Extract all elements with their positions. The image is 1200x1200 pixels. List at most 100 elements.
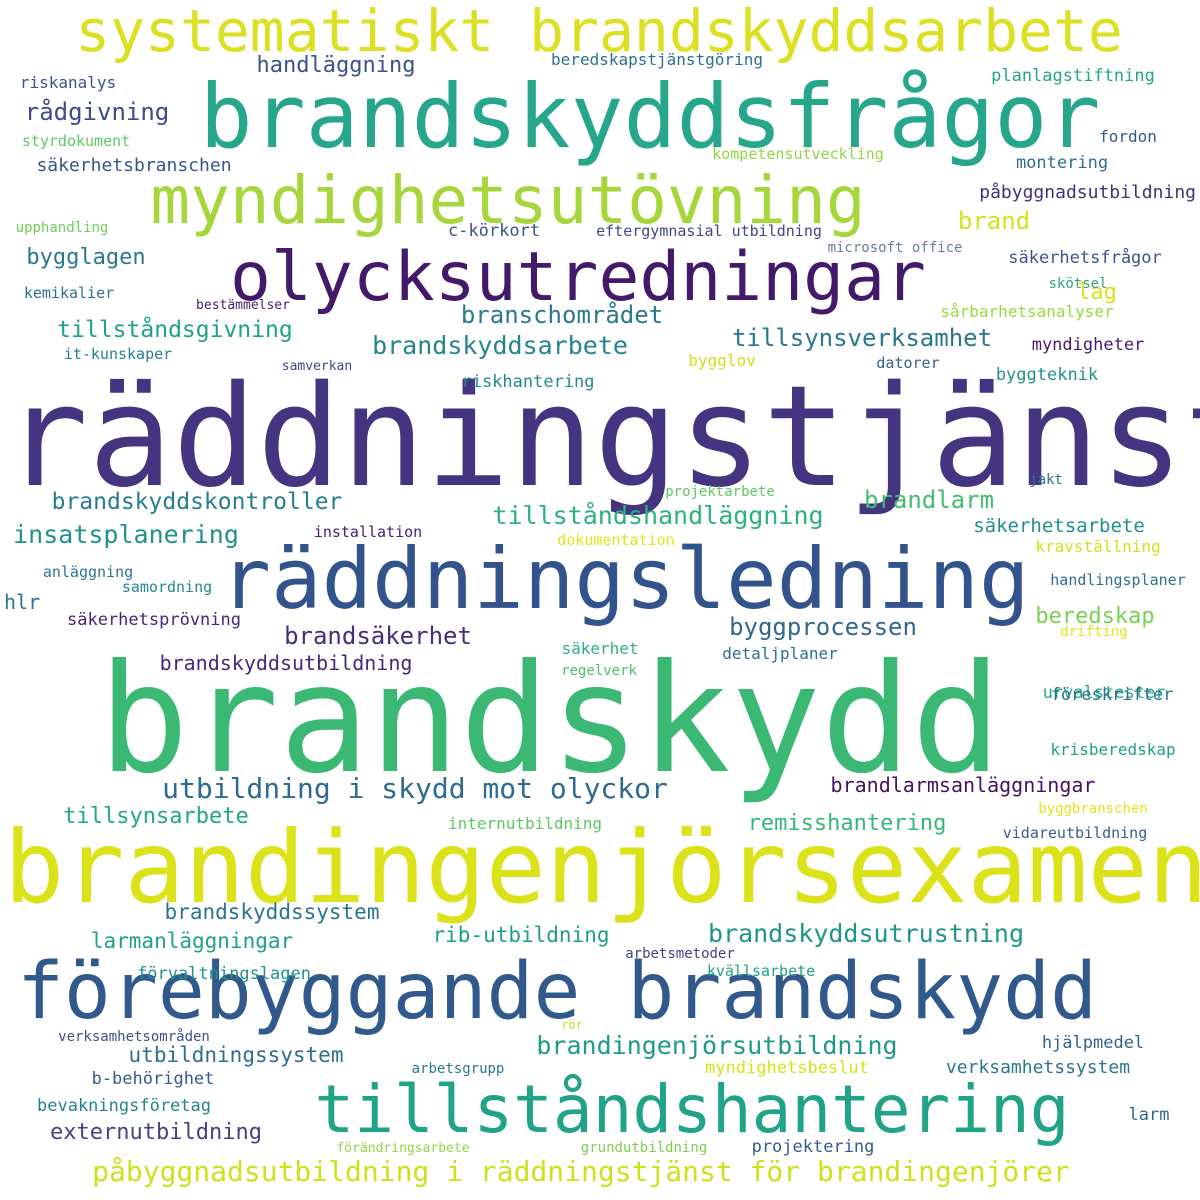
word: olycksutredningar xyxy=(230,238,926,317)
word: handläggning xyxy=(256,53,416,78)
word: säkerhetsprövning xyxy=(67,610,241,630)
word: microsoft office xyxy=(827,240,963,256)
word: systematiskt brandskyddsarbete xyxy=(75,0,1123,65)
word: tillståndshantering xyxy=(314,1071,1070,1148)
word: fordon xyxy=(1099,127,1157,146)
word: förvaltningslagen xyxy=(137,964,311,984)
word: brandskyddsutbildning xyxy=(159,651,413,675)
word: riskhantering xyxy=(461,372,595,392)
word: räddningsledning xyxy=(220,530,1030,628)
word: installation xyxy=(313,523,423,541)
word: b-behörighet xyxy=(91,1069,215,1089)
word: vidareutbildning xyxy=(1002,824,1148,842)
word: riskanalys xyxy=(19,73,117,92)
word: säkerhet xyxy=(561,639,639,658)
word: it-kunskaper xyxy=(63,345,173,363)
word: byggbranschen xyxy=(1038,801,1148,817)
word: samordning xyxy=(121,578,213,596)
word: larm xyxy=(1128,1105,1170,1125)
word: brandskyddsarbete xyxy=(372,331,628,360)
word: påbyggnadsutbildning xyxy=(979,182,1196,203)
word: kompetensutveckling xyxy=(712,145,884,163)
word: insatsplanering xyxy=(13,520,239,549)
word: förebyggande brandskydd xyxy=(16,947,1098,1037)
word: verksamhetssystem xyxy=(945,1057,1131,1078)
word: handlingsplaner xyxy=(1050,571,1186,589)
word: anläggning xyxy=(42,563,134,581)
word: myndigheter xyxy=(1031,335,1145,355)
word: brandsäkerhet xyxy=(284,622,472,650)
word: jakt xyxy=(1029,472,1063,488)
word: brandlarm xyxy=(863,486,995,514)
word: montering xyxy=(1015,153,1109,173)
word: tillståndshandläggning xyxy=(492,501,824,530)
word: förändringsarbete xyxy=(336,1141,470,1156)
word: eftergymnasial utbildning xyxy=(596,222,822,240)
word: utbildning i skydd mot olyckor xyxy=(162,772,668,805)
word: projektarbete xyxy=(665,484,775,500)
word: remisshantering xyxy=(747,811,947,836)
word: tillsynsarbete xyxy=(63,804,249,829)
word: brandskyddsutrustning xyxy=(707,919,1025,948)
word: styrdokument xyxy=(21,132,131,150)
word: projektering xyxy=(751,1137,875,1157)
word: arbetsgrupp xyxy=(411,1061,505,1077)
word: skötsel xyxy=(1048,276,1108,292)
word: lag xyxy=(1077,280,1117,305)
word: hlr xyxy=(4,590,41,614)
word: bygglov xyxy=(688,351,756,370)
word: datorer xyxy=(876,354,940,372)
word: bevakningsföretag xyxy=(37,1096,211,1116)
word: brandskyddskontroller xyxy=(51,489,343,515)
word: grundutbildning xyxy=(580,1140,708,1156)
word: byggprocessen xyxy=(729,613,917,641)
word: tillsynsverksamhet xyxy=(731,324,993,352)
word: tillståndsgivning xyxy=(57,317,293,343)
word: påbyggnadsutbildning i räddningstjänst f… xyxy=(92,1155,1070,1188)
word: dokumentation xyxy=(557,531,675,549)
word: krisberedskap xyxy=(1050,740,1176,759)
word: rör xyxy=(561,1018,583,1032)
word: kvällsarbete xyxy=(706,962,816,980)
word: säkerhetsarbete xyxy=(973,515,1145,537)
word: brandingenjörsexamen xyxy=(3,809,1200,926)
word: drifting xyxy=(1060,624,1128,640)
word: externutbildning xyxy=(50,1120,262,1145)
word: brand xyxy=(957,207,1031,235)
word: branschområdet xyxy=(460,301,664,329)
word: rådgivning xyxy=(24,98,170,126)
word: internutbildning xyxy=(447,814,603,833)
word: upphandling xyxy=(15,220,109,236)
word: planlagstiftning xyxy=(991,66,1155,86)
word: detaljplaner xyxy=(722,644,838,663)
word: brandskydd xyxy=(98,633,1002,807)
word: larmanläggningar xyxy=(90,929,294,953)
word: verksamhetsområden xyxy=(58,1029,210,1045)
word: bygglagen xyxy=(26,245,146,270)
word: brandskyddssystem xyxy=(164,900,380,924)
word: beredskapstjänstgöring xyxy=(551,50,763,69)
word: sårbarhetsanalyser xyxy=(940,302,1114,321)
word: brandskyddsfrågor xyxy=(199,65,1101,168)
word: myndighetsbeslut xyxy=(705,1058,869,1078)
word: säkerhetsbranschen xyxy=(36,155,232,176)
word: säkerhetsfrågor xyxy=(1008,248,1162,268)
word: räddningstjänst xyxy=(4,356,1200,519)
word: arbetsmetoder xyxy=(625,946,735,962)
word: samverkan xyxy=(281,359,353,374)
word: brandingenjörsutbildning xyxy=(536,1031,898,1060)
word: kravställning xyxy=(1035,537,1161,556)
word: bestämmelser xyxy=(196,298,290,313)
word: rib-utbildning xyxy=(432,923,610,947)
word: kemikalier xyxy=(23,284,115,302)
word: byggteknik xyxy=(995,365,1099,385)
word: hjälpmedel xyxy=(1041,1033,1145,1053)
word: urvalstester xyxy=(1042,683,1166,703)
word: beredskap xyxy=(1035,604,1155,629)
word: myndighetsutövning xyxy=(150,162,866,239)
word: regelverk xyxy=(561,663,637,679)
word: c-körkort xyxy=(447,221,541,241)
word: utbildningssystem xyxy=(128,1043,344,1067)
word: föreskrifter xyxy=(1050,685,1174,705)
